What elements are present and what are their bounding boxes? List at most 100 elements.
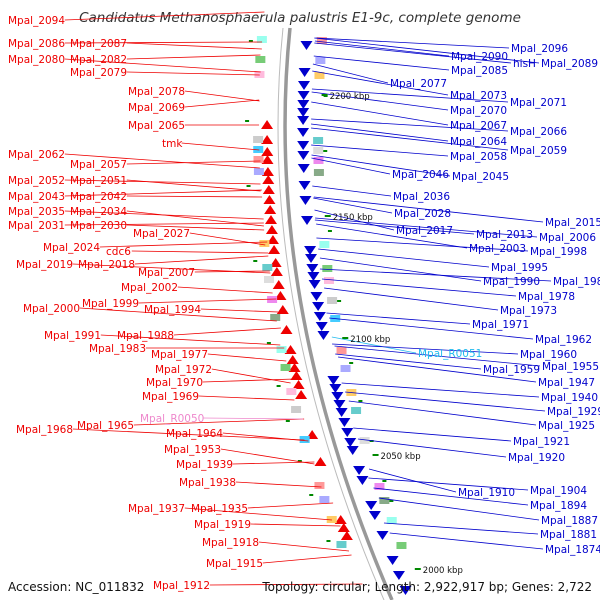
left-gene-label[interactable]: Mpal_2019	[16, 259, 73, 271]
left-gene-label[interactable]: Mpal_2086	[8, 38, 65, 50]
right-gene-label[interactable]: Mpal_1960	[520, 349, 577, 361]
right-gene-label[interactable]: hisH	[513, 58, 536, 70]
right-gene-label[interactable]: Mpal_2015	[545, 217, 600, 229]
right-gene-label[interactable]: Mpal_2077	[390, 78, 447, 90]
right-gene-label[interactable]: Mpal_1904	[530, 485, 587, 497]
left-gene-label[interactable]: Mpal_1977	[151, 349, 208, 361]
left-gene-label[interactable]: Mpal_2051	[70, 175, 127, 187]
cog-block-right	[313, 137, 324, 144]
left-gene-label[interactable]: Mpal_2000	[23, 303, 80, 315]
right-gene-label[interactable]: Mpal_1894	[530, 500, 587, 512]
left-gene-label[interactable]: Mpal_1964	[166, 428, 223, 440]
left-gene-label[interactable]: Mpal_1953	[164, 444, 221, 456]
left-gene-label[interactable]: Mpal_2042	[70, 191, 127, 203]
left-gene-label[interactable]: Mpal_1968	[16, 424, 73, 436]
left-gene-label[interactable]: Mpal_2094	[8, 15, 65, 27]
right-gene-label[interactable]: Mpal_2070	[450, 105, 507, 117]
right-gene-label[interactable]: Mpal_2017	[396, 225, 453, 237]
right-gene-label[interactable]: Mpal_1995	[491, 262, 548, 274]
left-gene-label[interactable]: Mpal_1935	[191, 503, 248, 515]
left-gene-label[interactable]: Mpal_1991	[44, 330, 101, 342]
left-gene-label[interactable]: Mpal_1937	[128, 503, 185, 515]
left-gene-label[interactable]: Mpal_2018	[78, 259, 135, 271]
left-gene-label[interactable]: Mpal_2062	[8, 149, 65, 161]
right-gene-label[interactable]: Mpal_2071	[510, 97, 567, 109]
right-gene-label[interactable]: Mpal_1982	[553, 276, 600, 288]
left-gene-label[interactable]: Mpal_2078	[128, 86, 185, 98]
left-gene-label[interactable]: Mpal_1919	[194, 519, 251, 531]
right-gene-label[interactable]: Mpal_1887	[541, 515, 598, 527]
left-gene-label[interactable]: Mpal_1994	[144, 304, 201, 316]
right-gene-label[interactable]: Mpal_1990	[483, 276, 540, 288]
left-gene-label[interactable]: Mpal_2069	[128, 102, 185, 114]
reverse-gene-arrow	[315, 322, 328, 331]
left-gene-label[interactable]: Mpal_1938	[179, 477, 236, 489]
right-gene-label[interactable]: Mpal_2036	[393, 191, 450, 203]
right-gene-label[interactable]: Mpal_2058	[450, 151, 507, 163]
right-gene-label[interactable]: Mpal_1978	[518, 291, 575, 303]
right-gene-label[interactable]: Mpal_2066	[510, 126, 567, 138]
right-gene-label[interactable]: Mpal_1962	[535, 334, 592, 346]
right-gene-label[interactable]: Mpal_2045	[452, 171, 509, 183]
right-gene-label[interactable]: Mpal_1971	[472, 319, 529, 331]
left-gene-label[interactable]: Mpal_R0050	[140, 413, 204, 425]
left-gene-label[interactable]: Mpal_1988	[117, 330, 174, 342]
left-gene-label[interactable]: Mpal_2027	[133, 228, 190, 240]
right-gene-label[interactable]: Mpal_1955	[542, 361, 599, 373]
left-gene-label[interactable]: Mpal_2087	[70, 38, 127, 50]
left-gene-label[interactable]: Mpal_1972	[155, 364, 212, 376]
left-gene-label[interactable]: Mpal_2030	[70, 220, 127, 232]
right-gene-label[interactable]: Mpal_2096	[511, 43, 568, 55]
left-gene-label[interactable]: Mpal_2080	[8, 54, 65, 66]
left-gene-label[interactable]: Mpal_1915	[206, 558, 263, 570]
left-gene-label[interactable]: Mpal_2065	[128, 120, 185, 132]
right-gene-label[interactable]: Mpal_2090	[451, 51, 508, 63]
left-gene-label[interactable]: Mpal_1918	[202, 537, 259, 549]
right-gene-label[interactable]: Mpal_1947	[538, 377, 595, 389]
right-gene-label[interactable]: Mpal_2067	[450, 120, 507, 132]
left-gene-label[interactable]: Mpal_1983	[89, 343, 146, 355]
left-gene-label[interactable]: tmk	[162, 138, 183, 150]
right-gene-label[interactable]: Mpal_2003	[469, 243, 526, 255]
left-gene-label[interactable]: Mpal_2079	[70, 67, 127, 79]
right-gene-label[interactable]: Mpal_1929	[547, 406, 600, 418]
right-gene-label[interactable]: Mpal_1920	[508, 452, 565, 464]
left-gene-label[interactable]: Mpal_1970	[146, 377, 203, 389]
right-gene-label[interactable]: Mpal_2006	[539, 232, 596, 244]
left-gene-label[interactable]: Mpal_2007	[138, 267, 195, 279]
left-gene-label[interactable]: Mpal_2057	[70, 159, 127, 171]
right-gene-label[interactable]: Mpal_2085	[451, 65, 508, 77]
right-gene-label[interactable]: Mpal_2073	[450, 90, 507, 102]
left-gene-label[interactable]: Mpal_2082	[70, 54, 127, 66]
right-gene-label[interactable]: Mpal_1921	[513, 436, 570, 448]
right-gene-label[interactable]: Mpal_1959	[483, 364, 540, 376]
left-gene-label[interactable]: Mpal_2002	[121, 282, 178, 294]
right-gene-label[interactable]: Mpal_1973	[500, 305, 557, 317]
left-gene-label[interactable]: Mpal_2052	[8, 175, 65, 187]
right-gene-label[interactable]: Mpal_1910	[458, 487, 515, 499]
right-gene-label[interactable]: Mpal_2059	[510, 145, 567, 157]
right-gene-label[interactable]: Mpal_1940	[541, 392, 598, 404]
left-gene-label[interactable]: Mpal_1939	[176, 459, 233, 471]
right-gene-label[interactable]: Mpal_1998	[530, 246, 587, 258]
left-gene-label[interactable]: Mpal_2034	[70, 206, 127, 218]
left-gene-label[interactable]: Mpal_1912	[153, 580, 210, 592]
left-gene-label[interactable]: Mpal_2024	[43, 242, 100, 254]
right-gene-label[interactable]: Mpal_1874	[545, 544, 600, 556]
left-gene-label[interactable]: Mpal_2043	[8, 191, 65, 203]
right-gene-label[interactable]: Mpal_2046	[392, 169, 449, 181]
left-gene-label[interactable]: Mpal_1969	[142, 391, 199, 403]
right-gene-label[interactable]: Mpal_2013	[476, 229, 533, 241]
left-gene-label[interactable]: Mpal_1965	[77, 420, 134, 432]
left-gene-label[interactable]: cdc6	[106, 246, 131, 258]
left-gene-label[interactable]: Mpal_2031	[8, 220, 65, 232]
right-gene-label[interactable]: Mpal_2089	[541, 58, 598, 70]
right-gene-label[interactable]: Mpal_1925	[538, 420, 595, 432]
right-gene-label[interactable]: Mpal_1881	[540, 529, 597, 541]
left-gene-label[interactable]: Mpal_2035	[8, 206, 65, 218]
right-gene-label[interactable]: Mpal_2064	[450, 136, 507, 148]
right-gene-label[interactable]: Mpal_R0051	[418, 348, 482, 360]
left-gene-label[interactable]: Mpal_1999	[82, 298, 139, 310]
right-gene-label[interactable]: Mpal_2028	[394, 208, 451, 220]
left-leader-line	[184, 99, 260, 108]
